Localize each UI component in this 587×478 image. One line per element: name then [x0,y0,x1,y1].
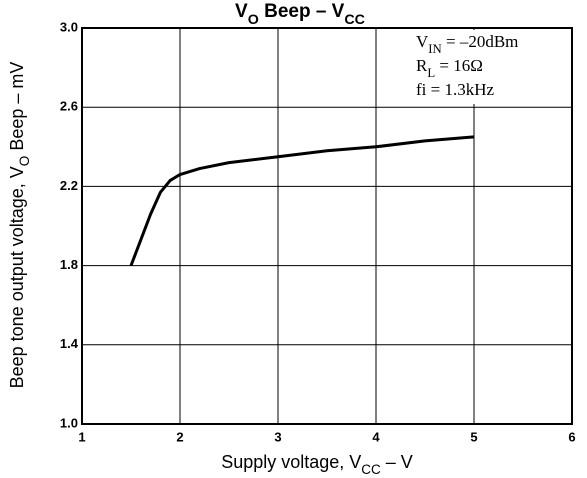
plot-frame [81,27,573,425]
chart-title-part: V [235,1,248,22]
x-axis-label: Supply voltage, VCC – V [221,452,413,477]
y-tick-label: 1.4 [60,336,79,351]
y-axis-label-part: O [17,156,32,167]
annotation-part: IN [428,42,441,56]
annotation-part: = 16Ω [435,56,483,75]
x-tick-label: 4 [372,429,380,444]
x-tick-label: 2 [176,429,183,444]
annotation-part: L [427,66,435,80]
y-axis-label-part: Beep tone output voltage, V [7,166,27,388]
x-tick-label: 3 [274,429,281,444]
annotation-part: R [416,56,428,75]
x-tick-label: 5 [470,429,477,444]
chart-title-part: CC [344,12,365,28]
annotation: RL = 16Ω [416,56,483,80]
x-axis-label-part: Supply voltage, V [221,452,361,472]
annotation: VIN = –20dBm [416,32,518,56]
annotation-part: = –20dBm [442,32,519,51]
y-axis-label: Beep tone output voltage, VO Beep – mV [7,62,32,389]
y-axis-label-part: Beep – mV [7,62,27,156]
x-axis-label-part: – V [381,452,413,472]
x-tick-label: 1 [78,429,85,444]
chart-title-part: Beep – V [259,1,345,22]
x-axis-label-part: CC [361,462,381,477]
y-tick-label: 1.0 [60,415,78,430]
line-series [129,135,475,267]
annotation-box [412,30,570,104]
annotation-part: V [416,32,429,51]
annotation-part: fi = 1.3kHz [416,80,494,99]
chart-title: VO Beep – VCC [235,1,365,28]
chart-title-part: O [248,12,259,28]
x-tick-label: 6 [568,429,575,444]
annotation: fi = 1.3kHz [416,80,494,99]
y-tick-label: 2.6 [60,99,78,114]
y-tick-label: 1.8 [60,257,78,272]
y-tick-label: 2.2 [60,178,78,193]
y-tick-label: 3.0 [60,19,78,34]
